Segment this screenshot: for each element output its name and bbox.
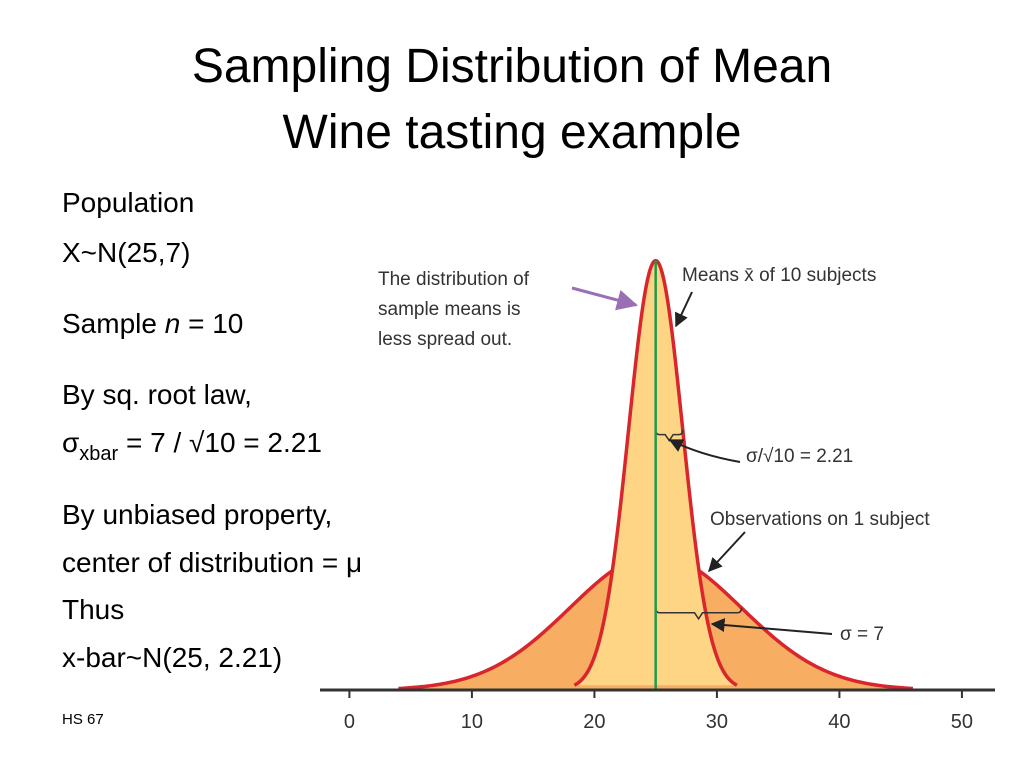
text: = 7 / √10 = 2.21	[118, 427, 322, 458]
body-line: x-bar~N(25, 2.21)	[62, 642, 282, 673]
sd-label: σ = 7	[840, 624, 884, 645]
annotation: The distribution of	[378, 269, 530, 290]
sd-label: σ/√10 = 2.21	[746, 446, 853, 467]
body-line: X~N(25,7)	[62, 237, 190, 268]
series-label: Observations on 1 subject	[710, 509, 930, 530]
series-label: Means x̄ of 10 subjects	[682, 265, 876, 286]
arrow	[708, 531, 746, 573]
x-tick-label: 20	[583, 711, 605, 733]
title-line: Sampling Distribution of Mean	[192, 40, 832, 93]
body-line: Sample n = 10	[62, 308, 243, 339]
arrow	[571, 286, 639, 311]
title-line: Wine tasting example	[283, 106, 742, 159]
distribution-curve	[573, 258, 738, 687]
annotation: less spread out.	[378, 329, 512, 350]
body-line: center of distribution = μ	[62, 547, 362, 578]
variable: n	[165, 308, 181, 339]
x-tick-label: 0	[344, 711, 355, 733]
body-line: σxbar = 7 / √10 = 2.21	[62, 427, 322, 465]
body-line: Thus	[62, 594, 124, 625]
footer: HS 67	[62, 711, 104, 728]
x-tick-label: 30	[706, 711, 728, 733]
x-tick-label: 50	[951, 711, 973, 733]
chart: 0 10 20 30 40 50	[320, 258, 995, 733]
arrow	[710, 618, 833, 635]
body-line: By sq. root law,	[62, 379, 252, 410]
body-line: Population	[62, 187, 194, 218]
x-tick-label: 10	[461, 711, 483, 733]
annotation: sample means is	[378, 299, 521, 320]
arrow	[675, 291, 693, 328]
symbol: σ	[62, 427, 79, 458]
arrow	[668, 439, 741, 463]
x-tick-label: 40	[828, 711, 850, 733]
text: = 10	[180, 308, 243, 339]
body-line: By unbiased property,	[62, 499, 332, 530]
text: Sample	[62, 308, 165, 339]
subscript: xbar	[79, 443, 118, 465]
